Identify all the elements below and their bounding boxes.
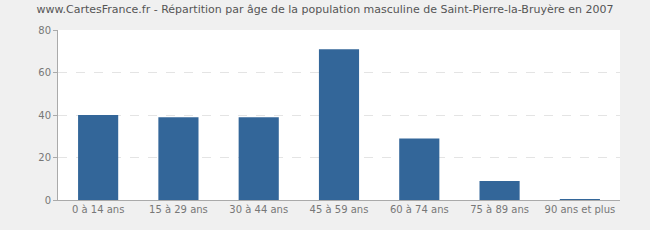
svg-text:90 ans et plus: 90 ans et plus [545, 204, 616, 215]
svg-text:60: 60 [38, 67, 51, 78]
svg-text:40: 40 [38, 110, 51, 121]
svg-text:20: 20 [38, 152, 51, 163]
svg-text:45 à 59 ans: 45 à 59 ans [310, 204, 369, 215]
svg-text:0 à 14 ans: 0 à 14 ans [72, 204, 124, 215]
svg-text:www.CartesFrance.fr - Répartit: www.CartesFrance.fr - Répartition par âg… [37, 3, 614, 16]
svg-text:30 à 44 ans: 30 à 44 ans [229, 204, 288, 215]
svg-text:15 à 29 ans: 15 à 29 ans [149, 204, 208, 215]
svg-text:60 à 74 ans: 60 à 74 ans [390, 204, 449, 215]
svg-text:0: 0 [45, 195, 51, 206]
svg-text:80: 80 [38, 25, 51, 36]
svg-text:75 à 89 ans: 75 à 89 ans [470, 204, 529, 215]
